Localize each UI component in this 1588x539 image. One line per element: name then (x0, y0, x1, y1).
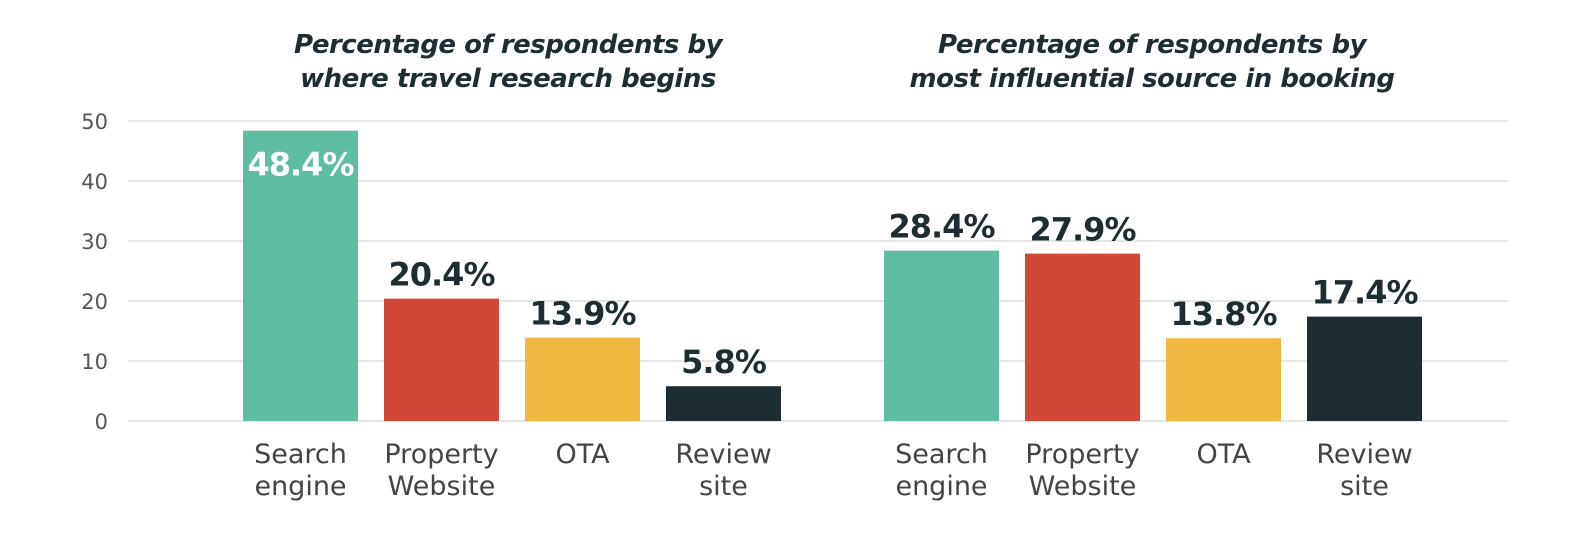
category-label: Website (388, 471, 496, 502)
value-label: 27.9% (1029, 211, 1136, 249)
category-label: Review (1316, 439, 1412, 470)
value-label: 20.4% (388, 256, 495, 294)
category-label: engine (895, 471, 987, 502)
category-label: site (1340, 471, 1389, 502)
bar-2-3 (1166, 338, 1281, 421)
bar-2-4 (1307, 316, 1422, 421)
category-label: Review (675, 439, 771, 470)
chart-1-title-line-1: Percentage of respondents by (293, 30, 723, 60)
chart-2-title: Percentage of respondents by most influe… (872, 28, 1432, 96)
value-label: 5.8% (681, 343, 767, 381)
category-label: Search (254, 439, 347, 470)
y-tick-label: 30 (81, 230, 108, 254)
value-label: 13.8% (1170, 295, 1277, 333)
bar-2-2 (1025, 253, 1140, 421)
category-label: OTA (555, 439, 610, 470)
value-label: 28.4% (888, 208, 995, 246)
y-tick-label: 40 (81, 170, 108, 194)
category-label: Property (1025, 439, 1139, 470)
category-label: engine (254, 471, 346, 502)
y-tick-label: 10 (81, 350, 108, 374)
value-label: 13.9% (529, 295, 636, 333)
y-tick-label: 0 (95, 410, 108, 434)
bar-1-1 (243, 130, 358, 421)
chart-1-title-line-2: where travel research begins (300, 64, 716, 94)
category-label: Property (384, 439, 498, 470)
category-label: OTA (1196, 439, 1251, 470)
bar-2-1 (884, 250, 999, 421)
bar-1-3 (525, 337, 640, 421)
value-label: 48.4% (247, 146, 354, 184)
y-tick-label: 20 (81, 290, 108, 314)
chart-2-title-line-2: most influential source in booking (909, 64, 1395, 94)
bar-1-4 (666, 386, 781, 421)
value-label: 17.4% (1311, 274, 1418, 312)
y-tick-label: 50 (81, 110, 108, 134)
bar-1-2 (384, 298, 499, 421)
chart-2-title-line-1: Percentage of respondents by (937, 30, 1367, 60)
category-label: Website (1029, 471, 1137, 502)
category-label: Search (895, 439, 988, 470)
category-label: site (699, 471, 748, 502)
chart-1-title: Percentage of respondents by where trave… (228, 28, 788, 96)
